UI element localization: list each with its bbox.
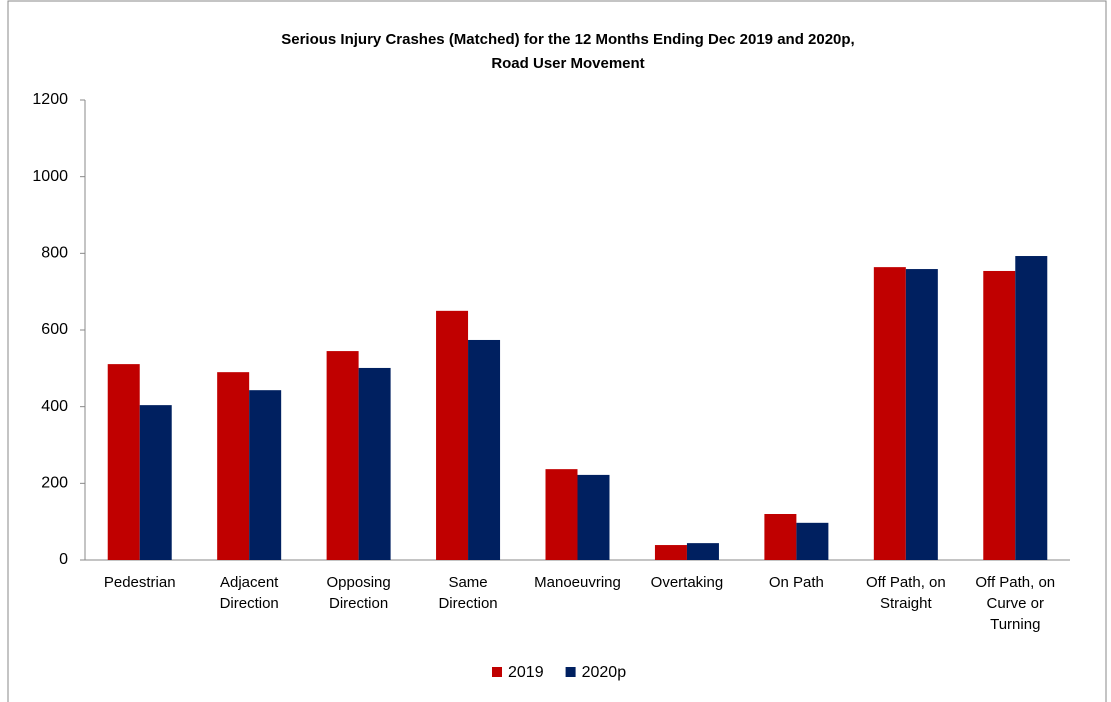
y-tick-label: 1200 [32, 91, 68, 108]
x-tick-label: Pedestrian [103, 574, 176, 591]
chart-title: Road User Movement [491, 55, 644, 72]
bar [1015, 256, 1048, 560]
legend-swatch [565, 667, 576, 677]
x-tick-label: Off Path, on Straight [865, 574, 946, 612]
bar [796, 522, 829, 560]
bar [545, 469, 578, 560]
bar [468, 339, 501, 560]
x-tick-label: Overtaking [650, 574, 724, 591]
y-tick-label: 600 [41, 321, 68, 338]
bar [217, 372, 250, 560]
legend-swatch [492, 667, 502, 677]
x-tick-label: Adjacent Direction [219, 574, 279, 612]
x-tick-label: On Path [768, 574, 824, 591]
bar [326, 351, 359, 560]
bar [107, 364, 140, 560]
bar [686, 543, 719, 560]
legend-label: 2020p [582, 664, 627, 681]
bar [983, 270, 1016, 560]
y-tick-label: 200 [41, 475, 68, 492]
y-tick-label: 400 [41, 398, 68, 415]
bar [905, 269, 938, 560]
bar [764, 514, 797, 560]
bar [436, 310, 469, 560]
bar [139, 405, 172, 560]
x-tick-label: Same Direction [438, 574, 498, 612]
x-tick-label: Manoeuvring [534, 574, 621, 591]
chart-title: Serious Injury Crashes (Matched) for the… [281, 31, 854, 48]
bar [577, 474, 610, 560]
bar [873, 267, 906, 560]
frame [7, 0, 1107, 702]
y-tick-label: 800 [41, 245, 68, 262]
y-tick-label: 0 [59, 551, 68, 568]
bar [654, 545, 687, 560]
y-tick-label: 1000 [32, 168, 68, 185]
bar [249, 390, 282, 560]
x-tick-label: Opposing Direction [326, 574, 391, 612]
legend-label: 2019 [508, 664, 544, 681]
bar [358, 367, 391, 560]
x-tick-label: Off Path, on Curve or Turning [975, 574, 1056, 633]
